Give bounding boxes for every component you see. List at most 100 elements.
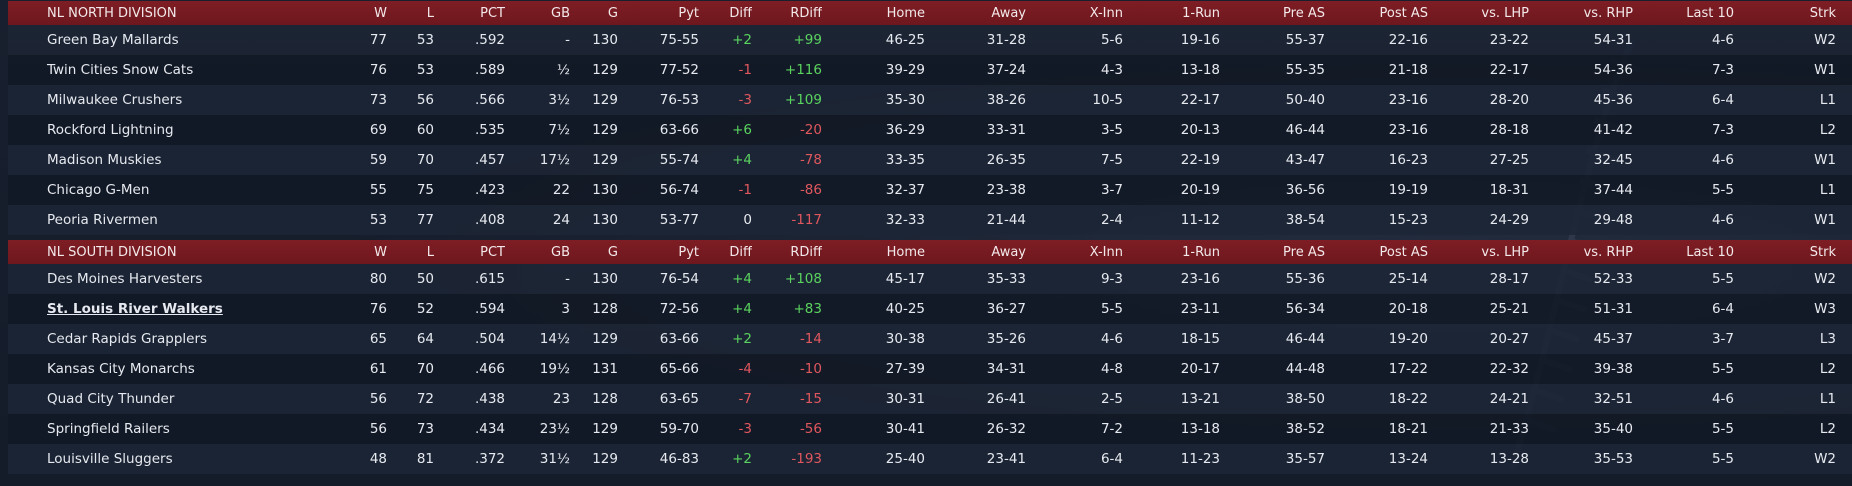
team-name-link[interactable]: Louisville Sluggers xyxy=(47,451,173,467)
team-row[interactable]: Green Bay Mallards 77 53 .592 - 130 75-55 +2 +99… xyxy=(8,25,1852,55)
col-header-gb[interactable]: GB xyxy=(551,5,570,21)
cell-vslhp: 28-17 xyxy=(1489,271,1529,287)
team-row[interactable]: Peoria Rivermen 53 77 .408 24 130 53-77 0 -117 32… xyxy=(8,205,1852,235)
team-cell: Rockford Lightning xyxy=(8,115,340,145)
cell-rdiff: +83 xyxy=(793,301,823,317)
team-name-link[interactable]: Des Moines Harvesters xyxy=(47,271,203,287)
cell-vsrhp: 45-36 xyxy=(1593,92,1633,108)
col-header-magic[interactable]: Magic# xyxy=(1836,1,1852,25)
team-name-link[interactable]: Quad City Thunder xyxy=(47,391,175,407)
cell-magic xyxy=(1836,205,1852,235)
cell-vslhp: 13-28 xyxy=(1489,451,1529,467)
cell-xinn: 5-5 xyxy=(1100,301,1123,317)
cell-diff: +4 xyxy=(732,271,752,287)
col-header-home[interactable]: Home xyxy=(886,244,925,260)
team-name-link-user[interactable]: St. Louis River Walkers xyxy=(47,301,223,317)
cell-w: 77 xyxy=(369,32,387,48)
cell-gb: - xyxy=(565,32,570,48)
cell-away: 26-41 xyxy=(986,391,1026,407)
team-row[interactable]: Louisville Sluggers 48 81 .372 31½ 129 46-83 +2… xyxy=(8,444,1852,474)
col-header-diff[interactable]: Diff xyxy=(729,5,752,21)
col-header-vslhp[interactable]: vs. LHP xyxy=(1481,5,1529,21)
team-row[interactable]: Rockford Lightning 69 60 .535 7½ 129 63-66 +6 -2… xyxy=(8,115,1852,145)
col-header-pct[interactable]: PCT xyxy=(480,5,505,21)
team-cell: Des Moines Harvesters xyxy=(8,264,340,294)
col-header-rdiff[interactable]: RDiff xyxy=(790,244,822,260)
team-name-link[interactable]: Kansas City Monarchs xyxy=(47,361,195,377)
team-name-link[interactable]: Rockford Lightning xyxy=(47,122,174,138)
cell-diff: +2 xyxy=(732,32,752,48)
cell-vslhp: 18-31 xyxy=(1489,182,1529,198)
team-name-link[interactable]: Cedar Rapids Grapplers xyxy=(47,331,208,347)
team-cell: Louisville Sluggers xyxy=(8,444,340,474)
team-name-link[interactable]: Milwaukee Crushers xyxy=(47,92,183,108)
cell-diff: -3 xyxy=(738,92,752,108)
cell-away: 38-26 xyxy=(986,92,1026,108)
cell-gb: 23½ xyxy=(539,421,570,437)
col-header-magic[interactable]: Magic# xyxy=(1836,240,1852,264)
col-header-onerun[interactable]: 1-Run xyxy=(1182,244,1220,260)
cell-magic xyxy=(1836,324,1852,354)
team-row[interactable]: Twin Cities Snow Cats 76 53 .589 ½ 129 77-52 -1… xyxy=(8,55,1852,85)
team-name-link[interactable]: Green Bay Mallards xyxy=(47,32,179,48)
cell-vsrhp: 35-40 xyxy=(1593,421,1633,437)
team-row[interactable]: Cedar Rapids Grapplers 65 64 .504 14½ 129 63-6… xyxy=(8,324,1852,354)
team-row[interactable]: St. Louis River Walkers 76 52 .594 3 128 72-56… xyxy=(8,294,1852,324)
col-header-away[interactable]: Away xyxy=(991,5,1026,21)
cell-gb: 22 xyxy=(552,182,570,198)
col-header-onerun[interactable]: 1-Run xyxy=(1182,5,1220,21)
col-header-strk[interactable]: Strk xyxy=(1809,5,1836,21)
team-name-link[interactable]: Twin Cities Snow Cats xyxy=(47,62,194,78)
team-row[interactable]: Kansas City Monarchs 61 70 .466 19½ 131 65-66 -… xyxy=(8,354,1852,384)
team-row[interactable]: Des Moines Harvesters 80 50 .615 - 130 76-54 +4… xyxy=(8,264,1852,294)
col-header-xinn[interactable]: X-Inn xyxy=(1089,244,1123,260)
cell-w: 73 xyxy=(369,92,387,108)
col-header-diff[interactable]: Diff xyxy=(729,244,752,260)
col-header-vslhp[interactable]: vs. LHP xyxy=(1481,244,1529,260)
col-header-vsrhp[interactable]: vs. RHP xyxy=(1583,244,1633,260)
team-row[interactable]: Springfield Railers 56 73 .434 23½ 129 59-70 -3… xyxy=(8,414,1852,444)
col-header-home[interactable]: Home xyxy=(886,5,925,21)
col-header-preas[interactable]: Pre AS xyxy=(1283,244,1325,260)
cell-rdiff: +108 xyxy=(784,271,822,287)
team-row[interactable]: Chicago G-Men 55 75 .423 22 130 56-74 -1 -86 32-3… xyxy=(8,175,1852,205)
col-header-w[interactable]: W xyxy=(374,244,387,260)
division-name: NL NORTH DIVISION xyxy=(47,5,177,21)
col-header-strk[interactable]: Strk xyxy=(1809,244,1836,260)
cell-g: 130 xyxy=(592,212,618,228)
cell-l: 56 xyxy=(416,92,434,108)
col-header-w[interactable]: W xyxy=(374,5,387,21)
col-header-rdiff[interactable]: RDiff xyxy=(790,5,822,21)
col-header-postas[interactable]: Post AS xyxy=(1379,244,1428,260)
col-header-vsrhp[interactable]: vs. RHP xyxy=(1583,5,1633,21)
cell-preas: 38-54 xyxy=(1285,212,1325,228)
cell-strk: L1 xyxy=(1819,182,1836,198)
col-header-pyt[interactable]: Pyt xyxy=(678,5,699,21)
team-row[interactable]: Madison Muskies 59 70 .457 17½ 129 55-74 +4 -78 3… xyxy=(8,145,1852,175)
col-header-l[interactable]: L xyxy=(426,244,434,260)
team-name-link[interactable]: Peoria Rivermen xyxy=(47,212,158,228)
col-header-pyt[interactable]: Pyt xyxy=(678,244,699,260)
col-header-postas[interactable]: Post AS xyxy=(1379,5,1428,21)
col-header-last10[interactable]: Last 10 xyxy=(1686,5,1734,21)
cell-home: 30-41 xyxy=(885,421,925,437)
col-header-away[interactable]: Away xyxy=(991,244,1026,260)
team-name-link[interactable]: Madison Muskies xyxy=(47,152,162,168)
team-name-link[interactable]: Chicago G-Men xyxy=(47,182,150,198)
col-header-g[interactable]: G xyxy=(607,5,618,21)
col-header-gb[interactable]: GB xyxy=(551,244,570,260)
cell-pyt: 53-77 xyxy=(659,212,699,228)
col-header-pct[interactable]: PCT xyxy=(480,244,505,260)
col-header-preas[interactable]: Pre AS xyxy=(1283,5,1325,21)
col-header-l[interactable]: L xyxy=(426,5,434,21)
team-name-link[interactable]: Springfield Railers xyxy=(47,421,170,437)
cell-diff: +4 xyxy=(732,152,752,168)
col-header-xinn[interactable]: X-Inn xyxy=(1089,5,1123,21)
team-row[interactable]: Milwaukee Crushers 73 56 .566 3½ 129 76-53 -3 +1… xyxy=(8,85,1852,115)
cell-l: 70 xyxy=(416,152,434,168)
col-header-g[interactable]: G xyxy=(607,244,618,260)
cell-g: 129 xyxy=(592,122,618,138)
team-row[interactable]: Quad City Thunder 56 72 .438 23 128 63-65 -7 -15… xyxy=(8,384,1852,414)
col-header-last10[interactable]: Last 10 xyxy=(1686,244,1734,260)
